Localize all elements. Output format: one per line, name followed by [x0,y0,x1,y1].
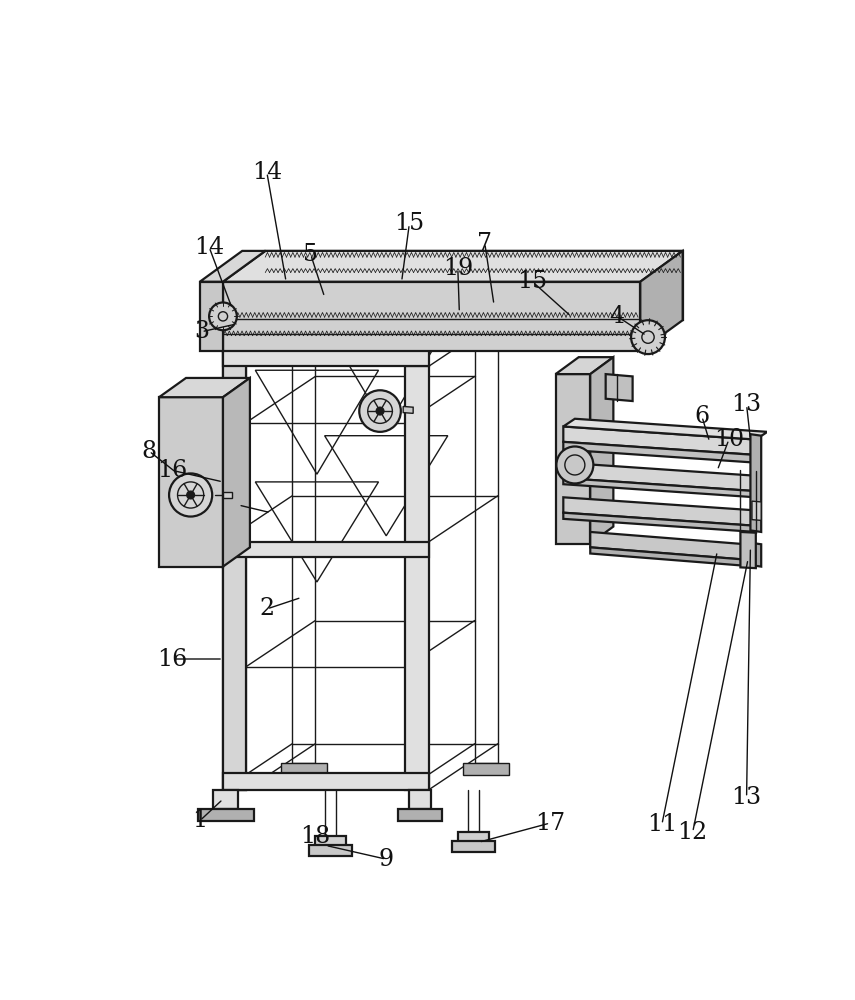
Text: 12: 12 [677,821,708,844]
Polygon shape [563,419,768,440]
Polygon shape [315,836,346,846]
Polygon shape [200,251,265,282]
Polygon shape [751,434,761,532]
Polygon shape [246,303,475,349]
Text: 5: 5 [304,243,318,266]
Text: 7: 7 [477,232,492,255]
Polygon shape [223,773,428,790]
Polygon shape [563,513,756,532]
Polygon shape [198,809,254,821]
Polygon shape [563,442,756,463]
Polygon shape [280,763,327,774]
Polygon shape [563,463,756,491]
Polygon shape [556,374,590,544]
Circle shape [631,320,665,354]
Polygon shape [563,478,756,497]
Polygon shape [223,542,428,557]
Polygon shape [213,790,239,809]
Polygon shape [159,397,223,567]
Polygon shape [223,378,250,567]
Polygon shape [590,357,613,544]
Polygon shape [200,282,223,351]
Polygon shape [752,501,761,520]
Polygon shape [223,349,246,790]
Text: 16: 16 [157,648,187,670]
Polygon shape [223,282,640,351]
Circle shape [209,302,237,330]
Text: 4: 4 [610,305,625,328]
Text: 8: 8 [141,440,156,463]
Polygon shape [223,251,682,282]
Text: 18: 18 [300,825,331,848]
Text: 10: 10 [714,428,744,451]
Polygon shape [556,357,613,374]
Polygon shape [590,532,756,560]
Circle shape [186,491,194,499]
Text: 19: 19 [443,257,473,280]
Polygon shape [751,543,761,567]
Polygon shape [310,845,352,856]
Polygon shape [223,492,233,498]
Text: 13: 13 [732,786,762,809]
Text: 1: 1 [192,809,208,832]
Text: 17: 17 [535,812,565,835]
Text: 15: 15 [517,270,547,293]
Polygon shape [640,251,682,351]
Polygon shape [563,426,756,455]
Text: 3: 3 [194,320,209,343]
Polygon shape [405,366,428,790]
Polygon shape [451,841,495,852]
Polygon shape [265,251,682,320]
Circle shape [359,390,401,432]
Polygon shape [223,303,498,349]
Polygon shape [223,349,428,366]
Text: 13: 13 [732,393,762,416]
Text: 15: 15 [394,212,424,235]
Circle shape [557,446,593,483]
Text: 9: 9 [379,848,394,871]
Text: 2: 2 [259,597,274,620]
Polygon shape [223,349,246,790]
Polygon shape [463,763,510,774]
Polygon shape [159,378,250,397]
Text: 14: 14 [251,161,282,184]
Polygon shape [398,809,442,821]
Polygon shape [563,497,756,526]
Polygon shape [457,832,488,842]
Polygon shape [740,532,756,568]
Circle shape [376,407,384,415]
Polygon shape [404,406,413,413]
Polygon shape [410,790,431,809]
Polygon shape [605,374,633,401]
Polygon shape [590,547,756,567]
Circle shape [169,473,212,517]
Text: 14: 14 [194,236,224,259]
Text: 6: 6 [694,405,710,428]
Text: 16: 16 [157,459,187,482]
Text: 11: 11 [646,813,677,836]
